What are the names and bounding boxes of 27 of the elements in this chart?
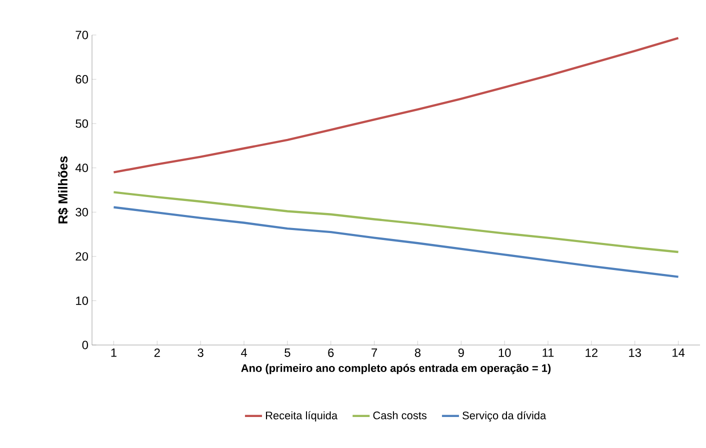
x-tick-label: 12	[586, 348, 598, 357]
y-tick-label: 60	[76, 75, 88, 84]
x-tick-label: 5	[284, 348, 290, 357]
x-tick-label: 13	[629, 348, 641, 357]
x-tick-label: 9	[458, 348, 464, 357]
y-tick-label: 30	[76, 208, 88, 216]
x-axis-title: Ano (primeiro ano completo após entrada em operação = 1)	[241, 364, 551, 374]
legend-label: Cash costs	[373, 411, 427, 420]
x-tick-label: 3	[198, 348, 204, 357]
x-tick-label: 2	[154, 348, 160, 357]
y-axis-title: R$ Milhões	[58, 156, 68, 224]
y-tick-label: 40	[75, 164, 88, 172]
y-tick-label: 50	[76, 119, 88, 128]
x-tick-label: 6	[328, 348, 334, 357]
y-tick-label: 20	[76, 252, 88, 261]
x-tick-label: 11	[542, 348, 554, 357]
x-tick-label: 1	[111, 348, 116, 357]
x-tick-label: 4	[240, 348, 247, 357]
y-tick-label: 0	[82, 340, 88, 350]
legend-label: Serviço da dívida	[462, 411, 546, 422]
x-tick-label: 7	[372, 348, 378, 357]
legend-label: Receita líquida	[266, 411, 338, 422]
x-tick-label: 14	[672, 348, 685, 357]
y-tick-label: 10	[76, 296, 88, 305]
x-tick-label: 10	[498, 348, 511, 357]
y-tick-label: 70	[76, 30, 88, 40]
x-tick-label: 8	[414, 348, 421, 357]
